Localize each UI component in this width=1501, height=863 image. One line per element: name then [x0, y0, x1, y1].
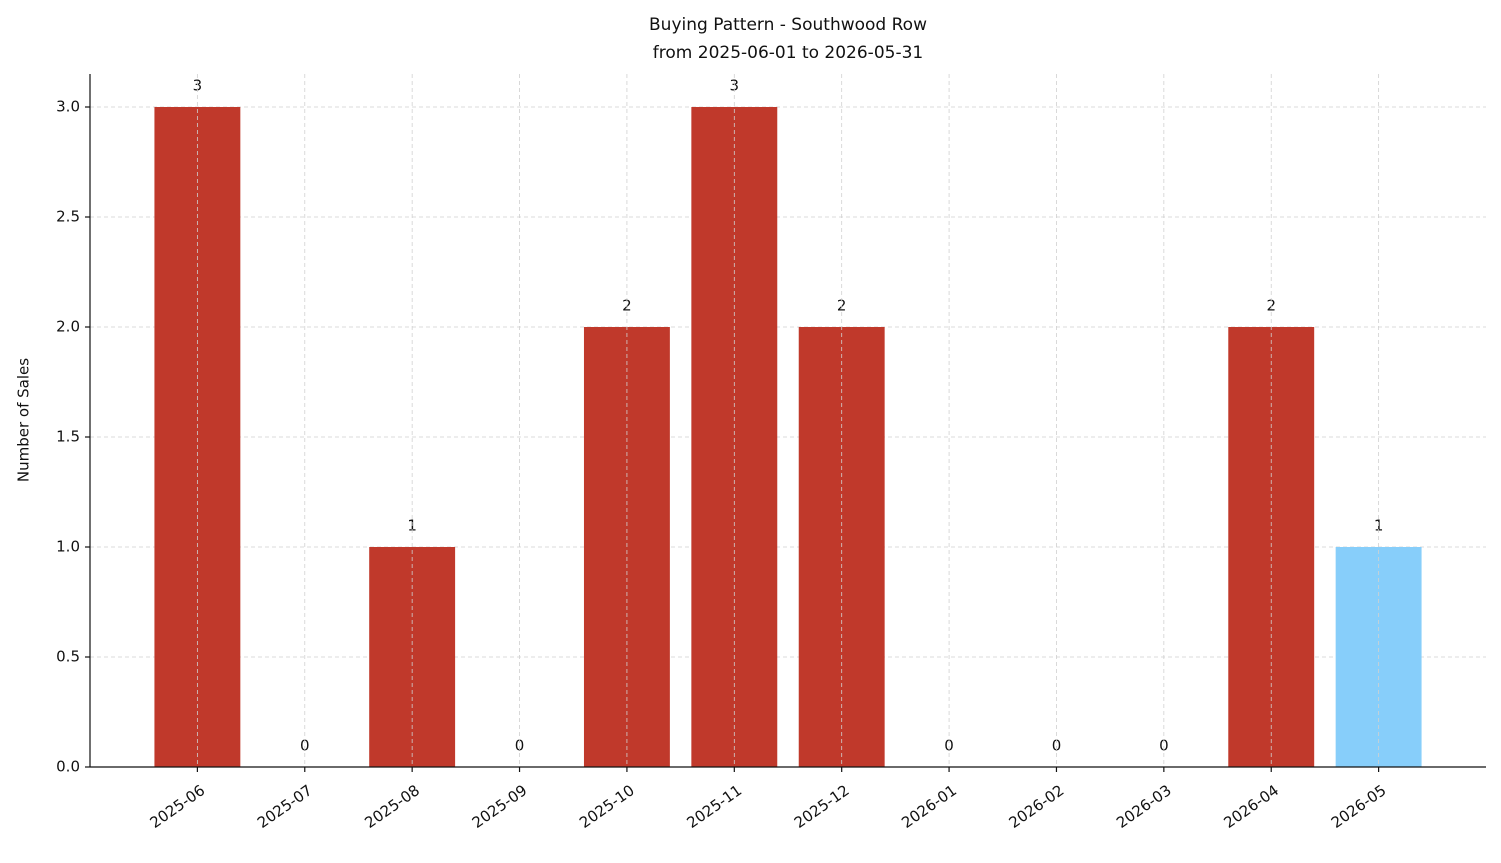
x-tick-label: 2025-07: [254, 781, 316, 832]
y-tick-label: 1.0: [56, 538, 80, 556]
value-label: 0: [300, 737, 310, 755]
value-label: 0: [1052, 737, 1062, 755]
y-tick-label: 2.5: [56, 208, 80, 226]
x-tick-label: 2026-03: [1113, 781, 1175, 832]
x-tick-label: 2025-09: [469, 781, 531, 832]
chart-subtitle: from 2025-06-01 to 2026-05-31: [653, 43, 923, 63]
x-tick-label: 2025-11: [684, 781, 746, 832]
value-label: 3: [730, 77, 740, 95]
y-tick-label: 3.0: [56, 98, 80, 116]
value-label: 0: [515, 737, 525, 755]
chart-title: Buying Pattern - Southwood Row: [649, 15, 927, 35]
x-tick-label: 2025-06: [147, 781, 209, 832]
value-label: 0: [944, 737, 954, 755]
x-tick-label: 2025-12: [791, 781, 853, 832]
value-label: 3: [193, 77, 203, 95]
x-tick-label: 2025-08: [361, 781, 423, 832]
bar: [691, 107, 778, 767]
y-axis-label: Number of Sales: [15, 358, 33, 482]
y-tick-label: 0.0: [56, 758, 80, 776]
x-tick-label: 2026-02: [1006, 781, 1068, 832]
x-tick-label: 2026-04: [1220, 781, 1282, 832]
value-label: 0: [1159, 737, 1169, 755]
bar: [154, 107, 241, 767]
x-tick-label: 2026-05: [1328, 781, 1390, 832]
x-tick-label: 2025-10: [576, 781, 638, 832]
y-tick-label: 1.5: [56, 428, 80, 446]
y-tick-label: 0.5: [56, 648, 80, 666]
x-tick-label: 2026-01: [898, 781, 960, 832]
y-tick-label: 2.0: [56, 318, 80, 336]
